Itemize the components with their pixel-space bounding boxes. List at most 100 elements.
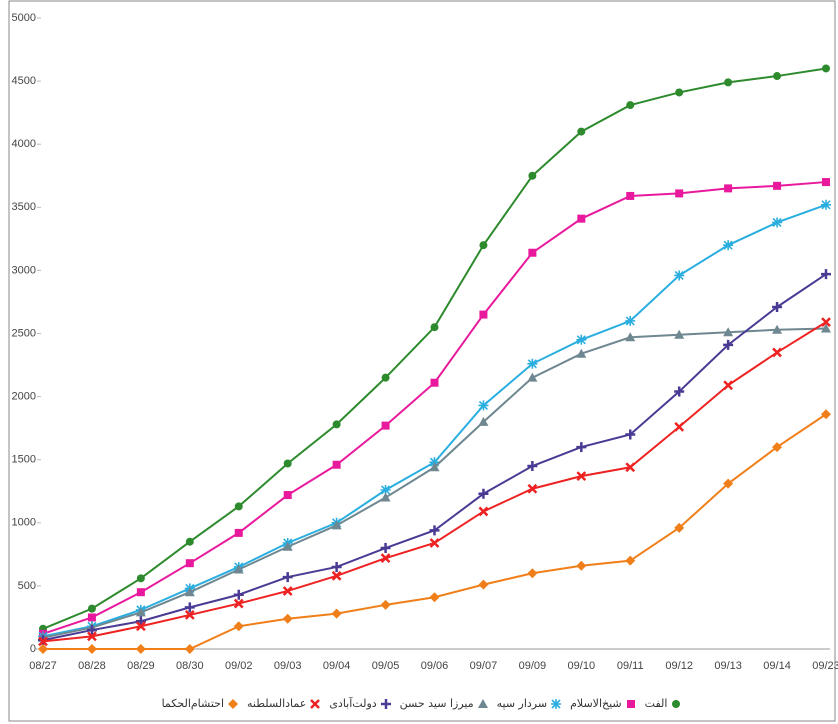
data-point (429, 457, 440, 468)
data-point (478, 416, 489, 426)
data-point (381, 373, 390, 382)
data-point (478, 506, 489, 517)
y-tick-label: 3000 (12, 264, 36, 276)
data-point (528, 248, 537, 257)
data-point (527, 461, 538, 472)
data-point (577, 214, 586, 223)
data-point (331, 561, 342, 572)
data-point (724, 78, 733, 87)
series-line (42, 181, 827, 635)
legend-item[interactable]: عمادالسلطنه (247, 697, 321, 710)
data-point (380, 553, 391, 564)
data-point (234, 528, 243, 537)
data-point (233, 589, 244, 600)
x-tick-label: 08/27 (29, 660, 57, 672)
data-point (821, 317, 831, 328)
data-point (772, 301, 783, 312)
data-point (772, 347, 782, 358)
data-point (626, 101, 635, 110)
data-point (528, 171, 537, 180)
frame (8, 0, 836, 722)
data-point (674, 329, 685, 339)
data-point (331, 570, 342, 581)
data-point (625, 429, 636, 440)
data-point (822, 178, 830, 187)
data-point (576, 334, 587, 345)
legend-item[interactable]: الفت (645, 697, 683, 710)
data-point (674, 422, 685, 432)
data-point (136, 588, 145, 597)
legend: الفت شیخ‌الاسلام سردار سپه میرزا سید حسن دول… (10, 697, 834, 710)
data-point (479, 310, 488, 319)
y-tick-label: 1500 (12, 454, 36, 466)
data-point (625, 555, 636, 566)
data-point (625, 462, 636, 473)
x-tick-label: 09/03 (274, 660, 302, 672)
data-point (576, 348, 587, 358)
data-point (87, 604, 96, 613)
x-tick-label: 09/13 (714, 660, 742, 672)
data-point (135, 607, 146, 617)
data-point (380, 599, 391, 610)
data-point (135, 621, 146, 632)
data-point (234, 502, 243, 511)
data-point (38, 636, 48, 647)
legend-marker (228, 698, 239, 709)
data-point (282, 613, 293, 624)
data-point (380, 484, 391, 495)
data-point (429, 592, 440, 603)
data-point (87, 631, 97, 642)
data-point (478, 488, 489, 499)
legend-swatch (310, 698, 321, 709)
x-tick-label: 09/02 (225, 660, 253, 672)
legend-item[interactable]: شیخ‌الاسلام (570, 697, 637, 710)
legend-item[interactable]: احتشام‌الحکما (162, 697, 239, 710)
data-point (38, 644, 48, 654)
legend-swatch (477, 698, 488, 708)
data-point (233, 564, 244, 574)
data-point (185, 537, 194, 546)
legend-item[interactable]: سردار سپه (497, 697, 562, 710)
data-point (479, 241, 488, 250)
data-point (380, 492, 391, 502)
x-tick-label: 09/11 (617, 660, 644, 672)
legend-item[interactable]: میرزا سید حسن (400, 697, 489, 710)
data-point (773, 72, 782, 81)
data-point (332, 420, 341, 429)
legend-swatch (380, 698, 391, 709)
x-tick-label: 09/05 (372, 660, 400, 672)
data-point (527, 372, 538, 382)
data-point (86, 644, 97, 654)
data-point (821, 269, 831, 280)
data-point (185, 559, 194, 568)
data-point (283, 491, 292, 500)
data-point (625, 332, 636, 342)
data-point (184, 610, 195, 620)
data-point (625, 315, 636, 326)
data-point (723, 240, 734, 251)
data-point (86, 625, 97, 636)
y-tick-label: 1000 (12, 517, 36, 529)
data-point (723, 380, 734, 391)
data-point (429, 462, 440, 472)
data-point (772, 324, 783, 334)
data-point (429, 525, 440, 536)
data-point (331, 520, 342, 530)
data-point (576, 471, 587, 481)
data-point (282, 541, 293, 551)
data-point (283, 459, 292, 468)
legend-label: سردار سپه (496, 697, 548, 710)
data-point (577, 127, 586, 136)
x-tick-label: 09/12 (665, 660, 693, 672)
legend-label: شیخ‌الاسلام (570, 697, 622, 710)
data-point (87, 613, 96, 622)
x-tick-label: 09/06 (421, 660, 449, 672)
legend-item[interactable]: دولت‌آبادی (329, 697, 391, 710)
x-tick-label: 08/29 (127, 660, 155, 672)
data-point (772, 217, 783, 228)
data-point (478, 579, 489, 590)
x-tick-label: 09/10 (568, 660, 596, 672)
data-point (772, 442, 783, 453)
y-tick-label: 2000 (12, 391, 36, 403)
